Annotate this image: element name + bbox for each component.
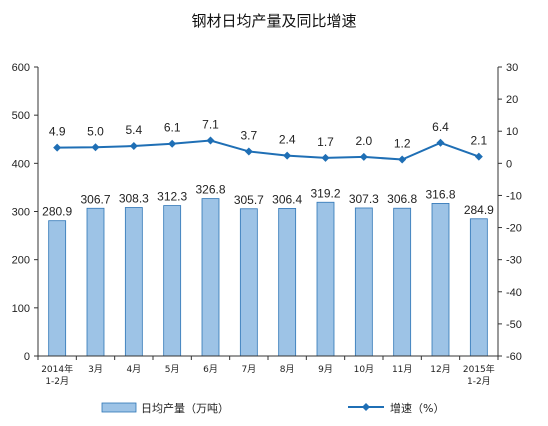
bar-value-label: 319.2	[310, 186, 340, 200]
line-value-label: 6.4	[432, 120, 449, 134]
bar-value-label: 307.3	[349, 192, 379, 206]
bar	[48, 220, 67, 357]
x-tick-label: 12月	[430, 364, 450, 375]
right-tick-label: -10	[506, 190, 522, 202]
bar	[469, 218, 488, 357]
bar-value-label: 306.4	[272, 192, 302, 206]
bar	[278, 208, 297, 357]
x-tick-label: 2014年	[41, 363, 73, 375]
right-tick-label: 30	[506, 62, 518, 74]
x-tick-label: 3月	[88, 364, 103, 375]
line-value-label: 2.1	[470, 134, 487, 148]
line-value-label: 5.4	[125, 123, 142, 137]
left-tick-label: 100	[12, 303, 30, 315]
line-data-labels: 4.9 5.0 5.4 6.1 7.1 3.7 2.4 1.7 2.0 1.2 6.4 2.1	[49, 118, 488, 151]
bar-data-labels: 280.9 306.7 308.3 312.3 326.8 305.7 306.4 319.2…	[42, 183, 494, 219]
legend: 日均产量（万吨） 增速（%）	[101, 401, 444, 415]
line-value-label: 1.2	[394, 136, 411, 150]
bar-value-label: 308.3	[119, 192, 149, 206]
x-tick-label: 6月	[203, 364, 218, 375]
line-point-marker	[206, 136, 215, 145]
right-tick-label: -60	[506, 351, 522, 363]
left-y-axis: 0 100 200 300 400 500 600	[12, 62, 39, 363]
bar-value-label: 305.7	[234, 193, 264, 207]
bar-value-label: 280.9	[42, 205, 72, 219]
line-series	[53, 136, 483, 164]
legend-bar-label: 日均产量（万吨）	[141, 401, 229, 415]
x-tick-label: 7月	[241, 364, 256, 375]
line-point-marker	[244, 147, 253, 156]
x-tick-label: 1-2月	[45, 376, 69, 387]
line-point-marker	[129, 141, 138, 150]
right-tick-label: 20	[506, 94, 518, 106]
x-tick-label: 11月	[392, 364, 412, 375]
x-tick-label: 8月	[280, 364, 295, 375]
left-tick-label: 200	[12, 255, 30, 267]
growth-line	[57, 139, 480, 161]
x-tick-label: 1-2月	[467, 376, 491, 387]
bar-value-label: 306.7	[80, 192, 110, 206]
bar	[239, 208, 258, 357]
line-point-marker	[168, 139, 177, 148]
legend-line-marker	[362, 403, 370, 411]
line-value-label: 4.9	[49, 125, 66, 139]
line-point-marker	[398, 155, 407, 164]
line-value-label: 1.7	[317, 135, 334, 149]
line-point-marker	[91, 143, 100, 152]
line-value-label: 7.1	[202, 118, 219, 132]
legend-line-label: 增速（%）	[390, 401, 444, 415]
right-tick-label: -30	[506, 255, 522, 267]
x-tick-label: 2015年	[463, 363, 495, 375]
x-tick-label: 4月	[126, 364, 141, 375]
bar	[201, 198, 220, 357]
line-value-label: 2.4	[279, 133, 296, 147]
bar-value-label: 306.8	[387, 192, 417, 206]
bar-value-label: 326.8	[195, 183, 225, 197]
left-tick-label: 300	[12, 207, 30, 219]
x-tick-label: 10月	[354, 364, 374, 375]
left-tick-label: 500	[12, 110, 30, 122]
right-tick-label: -40	[506, 287, 522, 299]
legend-bar-swatch	[101, 402, 137, 413]
line-point-marker	[53, 143, 62, 152]
line-point-marker	[359, 152, 368, 161]
line-point-marker	[283, 151, 292, 160]
bar	[86, 207, 105, 357]
bar-value-label: 316.8	[425, 187, 455, 201]
chart-title: 钢材日均产量及同比增速	[191, 12, 356, 30]
right-tick-label: -20	[506, 223, 522, 235]
bar-value-label: 312.3	[157, 190, 187, 204]
line-value-label: 2.0	[355, 134, 372, 148]
right-tick-label: 10	[506, 126, 518, 138]
right-y-axis: -60 -50 -40 -30 -20 -10 0 10 20 30	[497, 62, 522, 363]
line-value-label: 6.1	[164, 121, 181, 135]
line-point-marker	[321, 153, 330, 162]
line-value-label: 3.7	[240, 128, 257, 142]
bar-value-label: 284.9	[464, 203, 494, 217]
line-point-marker	[436, 138, 445, 147]
bar	[431, 203, 450, 357]
x-tick-label: 9月	[318, 364, 333, 375]
left-tick-label: 600	[12, 62, 30, 74]
bar	[316, 201, 335, 357]
line-value-label: 5.0	[87, 124, 104, 138]
bar	[393, 207, 412, 357]
right-tick-label: 0	[506, 158, 512, 170]
bar	[124, 207, 143, 357]
line-point-marker	[474, 152, 483, 161]
bar	[354, 207, 373, 357]
left-tick-label: 0	[24, 351, 30, 363]
bar-series	[48, 198, 488, 357]
bar	[163, 205, 182, 357]
x-tick-label: 5月	[165, 364, 180, 375]
right-tick-label: -50	[506, 319, 522, 331]
left-tick-label: 400	[12, 158, 30, 170]
